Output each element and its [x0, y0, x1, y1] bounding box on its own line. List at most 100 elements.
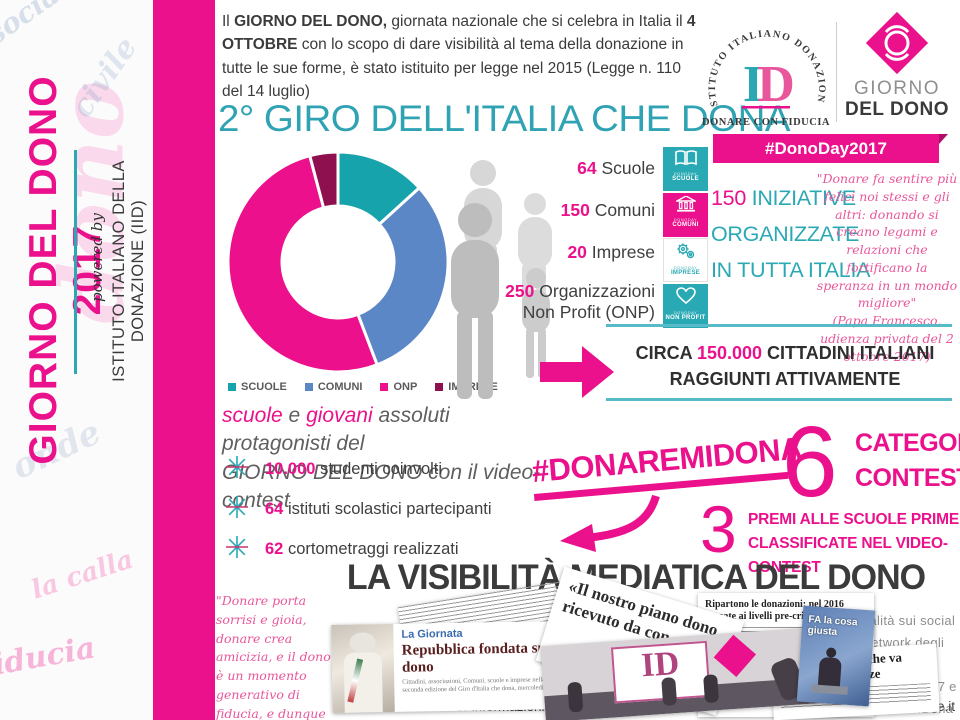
categories-word: CATEGORIE	[855, 429, 960, 457]
fa-overlay-text: FA la cosa giusta	[807, 614, 858, 639]
svg-text:D: D	[757, 56, 795, 113]
pink-accent-bar	[153, 0, 215, 720]
watermark-word: la calla	[27, 544, 138, 606]
contest-stat-label: cortometraggi realizzati	[287, 540, 459, 558]
reach-number: 150.000	[696, 343, 763, 363]
protag-rest: assoluti protagonisti del	[222, 404, 450, 456]
giornata-body: Cittadini, associazioni, Comuni, scuole …	[402, 676, 546, 695]
stat-row-scuole: 64 Scuole	[577, 158, 655, 179]
intro-bold-event: GIORNO DEL DONO,	[234, 13, 388, 30]
legend-item-onp: ONP	[380, 381, 417, 393]
legend-item-scuole: SCUOLE	[228, 381, 287, 393]
gdd-logo-line2: DEL DONO	[845, 99, 949, 120]
legend-item-comuni: COMUNI	[304, 381, 362, 393]
asterisk-star-icon	[225, 495, 249, 524]
stat-label: Comuni	[594, 200, 655, 220]
legend-swatch	[304, 383, 313, 391]
badge-donoday-imprese: DONODAY IMPRESE	[663, 238, 708, 282]
donoday-hashtag-label: #DonoDay2017	[765, 139, 887, 158]
intro-text: con lo scopo di dare visibilità al tema …	[222, 36, 684, 100]
organization-name-vertical: ISTITUTO ITALIANO DELLA DONAZIONE (IID)	[110, 160, 147, 382]
page-title: 2° GIRO DELL'ITALIA CHE DONA	[218, 98, 791, 139]
prizes-line2: CLASSIFICATE NEL VIDEO-CONTEST	[748, 535, 948, 577]
donut-segment-onp	[226, 153, 380, 374]
svg-text:DONARE CON FIDUCIA: DONARE CON FIDUCIA	[702, 117, 830, 128]
left-sidebar: sociale dono civile onde fiducia la calla GIO…	[0, 0, 153, 720]
stat-label: Imprese	[591, 242, 655, 262]
asterisk-star-icon	[225, 455, 249, 484]
legend-label: SCUOLE	[241, 381, 287, 393]
reach-statement: CIRCA 150.000 CITTADINI ITALIANI RAGGIUN…	[618, 340, 952, 392]
iniziative-line3: IN TUTTA ITALIA	[711, 258, 871, 282]
book-icon	[674, 150, 697, 170]
giornata-headline: Repubblica fondata sul dono	[401, 640, 551, 676]
stat-row-imprese: 20 Imprese	[567, 242, 655, 263]
bank-icon	[673, 194, 698, 216]
legend-swatch	[380, 383, 389, 391]
tv-gdd-diamond	[713, 634, 757, 678]
pope-quote-attribution: (Papa Francesco, udienza privata del 2 o…	[820, 313, 954, 364]
contest-stat-number: 64	[265, 500, 284, 518]
contest-stat-text: 64 istituti scolastici partecipanti	[265, 500, 492, 519]
iniziative-line2: ORGANIZZATE	[711, 222, 859, 246]
mattarella-quote: "Donare porta sorrisi e gioia, donare cr…	[216, 592, 336, 720]
svg-text:I: I	[743, 56, 763, 113]
stat-label: Organizzazioni	[539, 281, 655, 301]
protag-scuole: scuole	[222, 404, 283, 427]
donut-segment-comuni	[355, 185, 450, 367]
stat-number: 150	[560, 200, 590, 220]
giorno-del-dono-diamond-icon	[862, 10, 932, 76]
intro-text: Il	[222, 13, 235, 30]
contest-stat-row: 10.000 studenti coinvolti	[225, 455, 442, 484]
stat-label2: Non Profit (ONP)	[522, 302, 655, 322]
people-silhouettes-illustration	[443, 156, 575, 429]
badge-tiny-label: DONODAY	[673, 171, 698, 176]
powered-by-label: powered by	[88, 213, 106, 302]
logo-divider	[836, 22, 837, 122]
stat-row-comuni: 150 Comuni	[561, 200, 655, 221]
iniziative-count: 150	[711, 186, 746, 210]
donoday-ribbon: #DonoDay2017	[713, 134, 948, 163]
legend-swatch	[435, 383, 444, 391]
giornata-kicker: La Giornata	[401, 627, 463, 641]
asterisk-star-icon	[225, 535, 249, 564]
donut-chart	[222, 146, 454, 383]
badge-donoday-non-profit: DONODAY NON PROFIT	[663, 283, 708, 328]
contest-stat-label: studenti coinvolti	[320, 460, 443, 478]
badge-tiny-label: DONODAY	[673, 265, 698, 270]
iid-logo-graphic: ISTITUTO ITALIANO DONAZIONE I D DONARE C…	[696, 0, 830, 128]
protag-mid: e	[282, 404, 307, 427]
contest-stat-text: 10.000 studenti coinvolti	[265, 460, 442, 479]
teal-divider-line	[74, 150, 77, 374]
intro-bold-date: 4 OTTOBRE	[222, 13, 696, 54]
curl-arrow-icon	[552, 494, 662, 561]
prizes-number: 3	[700, 492, 737, 566]
pope-quote: "Donare fa sentire più felici noi stessi…	[816, 170, 958, 365]
prizes-label: PREMI ALLE SCUOLE PRIME CLASSIFICATE NEL…	[748, 508, 960, 580]
legend-swatch	[228, 383, 236, 391]
campaign-hashtag: #DONAREMIDONA	[530, 431, 803, 502]
badge-donoday-comuni: DONODAY COMUNI	[663, 192, 708, 237]
iniziative-block: 150 INIZIATIVE ORGANIZZATE IN TUTTA ITAL…	[711, 180, 871, 288]
tv-id-logo-text: ID	[640, 644, 681, 685]
contest-categories-number: 6	[782, 406, 838, 518]
contest-stat-number: 62	[265, 540, 284, 558]
reach-pre: CIRCA	[635, 343, 697, 363]
contest-stat-text: 62 cortometraggi realizzati	[265, 540, 459, 559]
gdd-logo-line1: GIORNO	[853, 78, 941, 99]
prizes-line1: PREMI ALLE SCUOLE PRIME	[748, 511, 959, 528]
tv-id-panel: ID	[610, 640, 711, 704]
reach-post: CITTADINI ITALIANI	[762, 343, 935, 363]
stat-number: 64	[577, 158, 597, 178]
stat-number: 20	[567, 242, 587, 262]
badge-donoday-scuole: DONODAY SCUOLE	[663, 147, 708, 191]
intro-paragraph: Il GIORNO DEL DONO, giornata nazionale c…	[222, 10, 700, 103]
stat-row-organizzazioni: 250 Organizzazioni Non Profit (ONP)	[505, 281, 655, 323]
ripartono-headline: Ripartono le donazioni: nel 2016 tornate…	[705, 599, 844, 622]
ribbon-fold	[939, 134, 948, 144]
contest-stat-row: 62 cortometraggi realizzati	[225, 535, 459, 564]
donut-segment-imprese	[307, 150, 340, 210]
protagonists-statement: scuole e giovani assoluti protagonisti d…	[222, 402, 552, 515]
badge-label: NON PROFIT	[665, 314, 706, 321]
contest-stat-row: 64 istituti scolastici partecipanti	[225, 495, 492, 524]
